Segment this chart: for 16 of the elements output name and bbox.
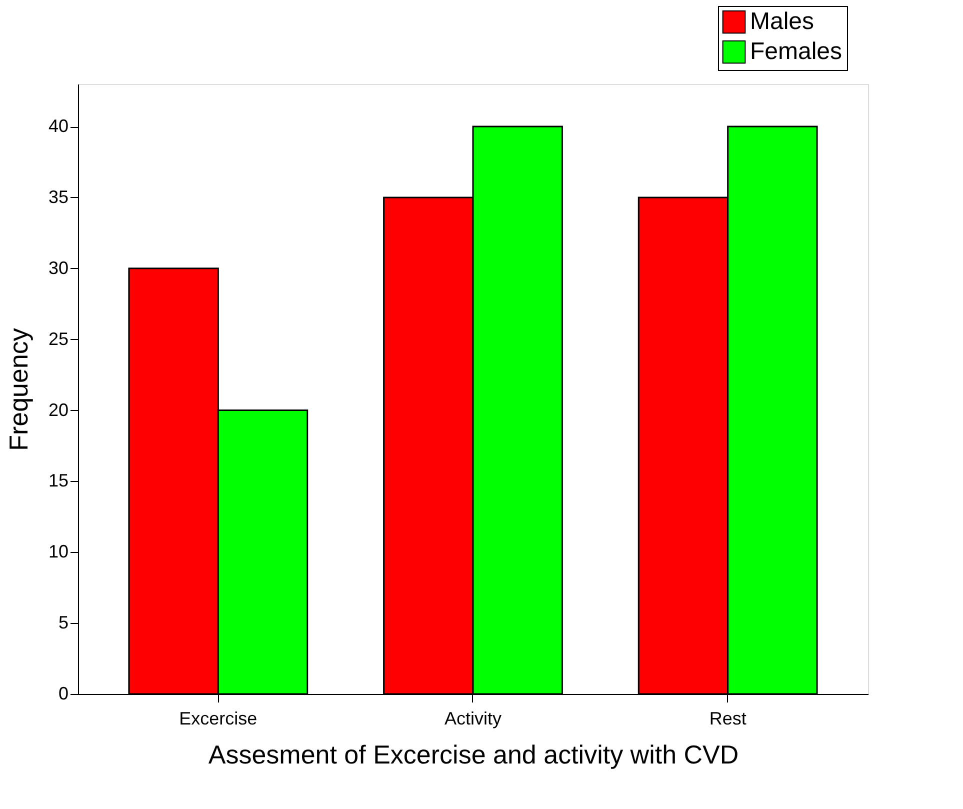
y-tick-label: 15 [48, 470, 68, 491]
y-tick-label: 0 [58, 684, 68, 704]
y-tick-label: 25 [48, 328, 68, 349]
y-tick-label: 30 [48, 258, 68, 278]
x-tick-label: Activity [444, 708, 502, 728]
y-tick-label: 40 [48, 116, 68, 136]
y-tick-label: 35 [48, 186, 68, 207]
x-tick-label: Excercise [179, 708, 258, 728]
x-axis-title: Assesment of Excercise and activity with CVD [208, 740, 739, 770]
y-tick-label: 20 [48, 400, 68, 420]
y-axis-title: Frequency [3, 328, 34, 451]
x-tick-label: Rest [709, 708, 746, 728]
y-tick-label: 5 [58, 612, 68, 633]
y-tick-label: 10 [48, 542, 68, 562]
legend-label: Females [750, 38, 842, 65]
legend-label: Males [750, 8, 814, 35]
